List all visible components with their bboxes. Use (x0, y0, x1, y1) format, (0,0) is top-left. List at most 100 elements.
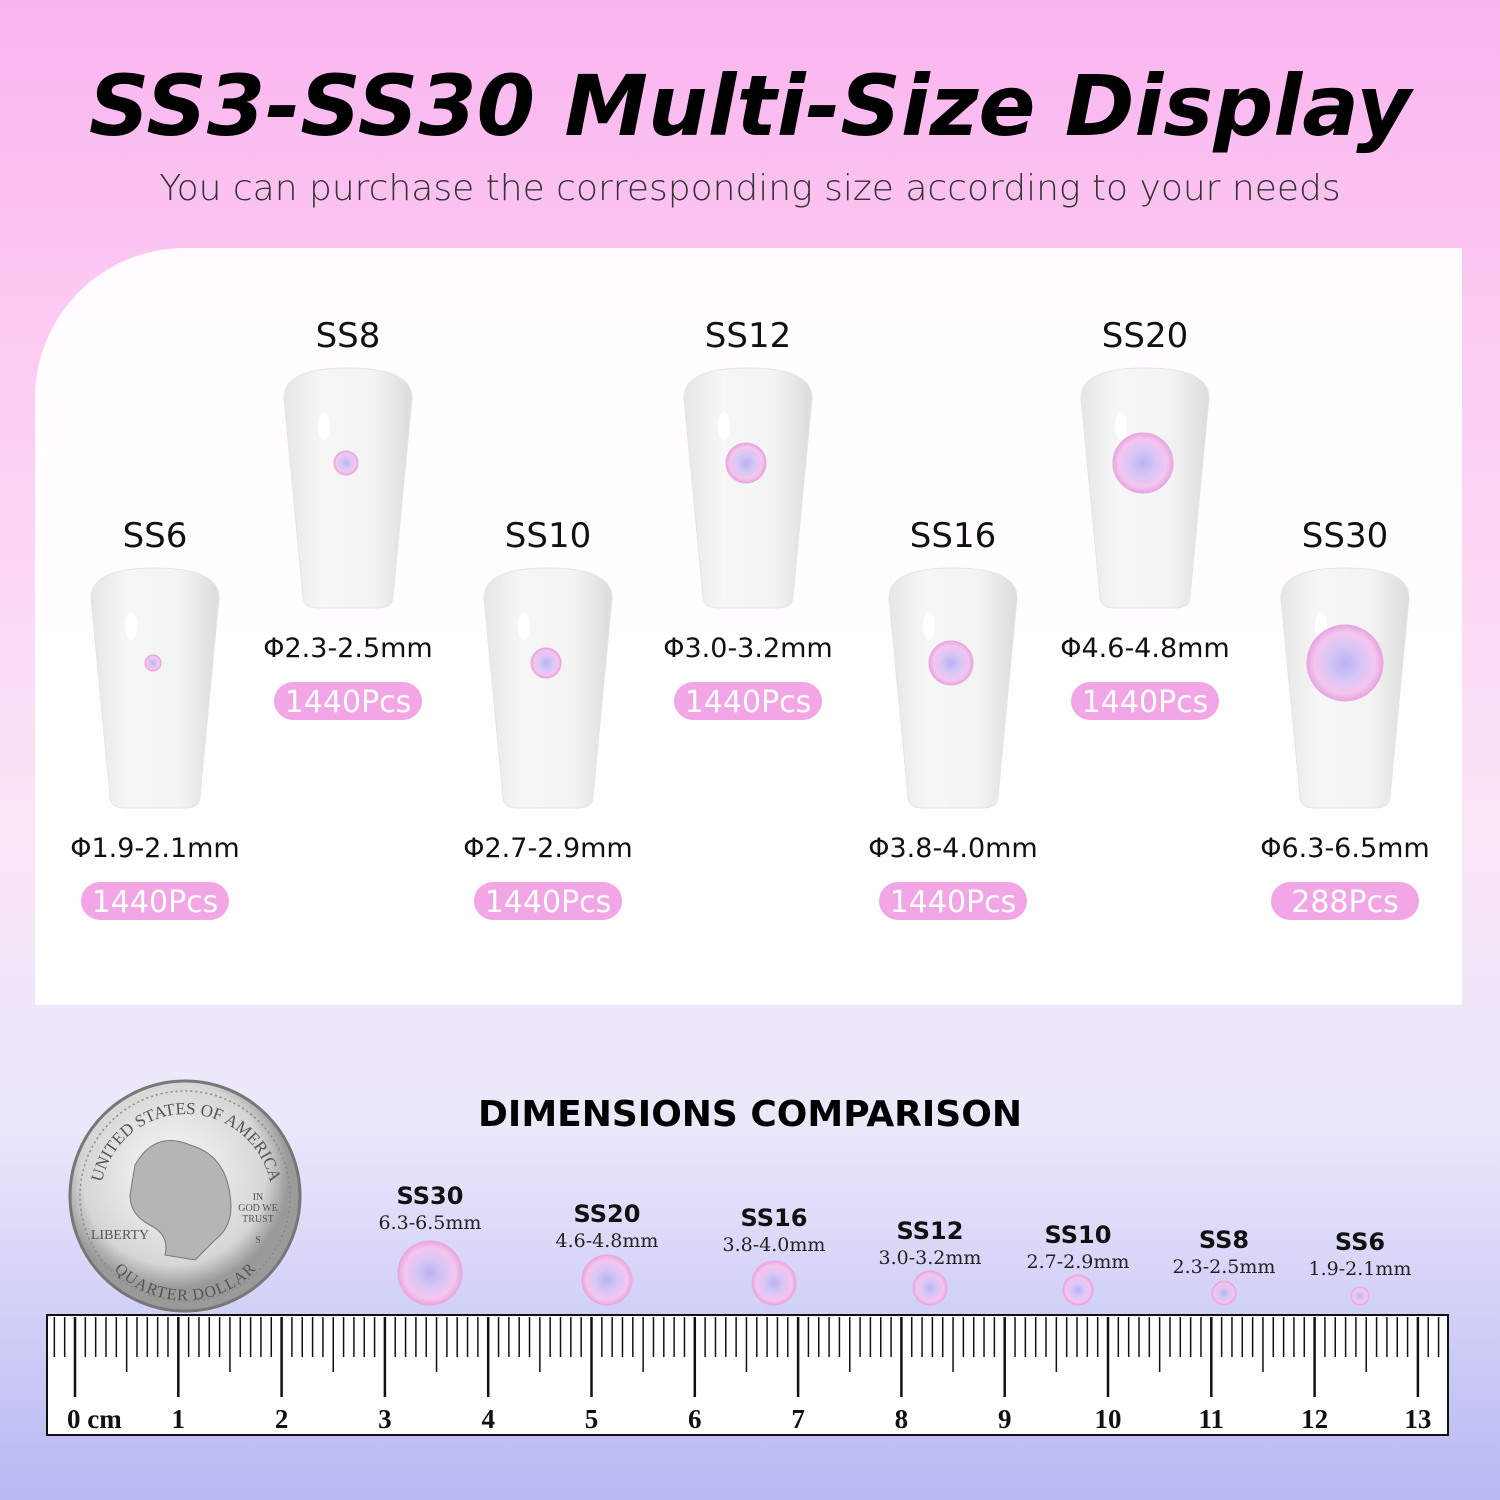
pcs-pill (1071, 682, 1219, 720)
compare-size: 2.7-2.9mm (1027, 1251, 1130, 1273)
nail-card: SS20 Φ4.6-4.8mm 1440Pcs (1060, 316, 1230, 720)
coin-motto: GOD WE (238, 1203, 278, 1214)
ruler-number: 3 (378, 1404, 392, 1434)
gem (333, 450, 359, 476)
ruler-number: 13 (1404, 1404, 1431, 1434)
compare-label: SS16 (741, 1204, 808, 1232)
size-label: SS8 (316, 316, 381, 356)
compare-label: SS6 (1335, 1228, 1385, 1256)
size-label: SS20 (1102, 316, 1188, 356)
ruler-number: 10 (1095, 1404, 1122, 1434)
size-label: SS30 (1302, 516, 1388, 556)
coin-portrait (129, 1140, 232, 1261)
nail (888, 567, 1018, 809)
coin-motto: TRUST (242, 1214, 274, 1225)
nail-shine (1115, 412, 1127, 440)
ruler-number: 0 cm (67, 1404, 122, 1434)
compare-size: 3.8-4.0mm (723, 1234, 826, 1256)
diameter: Φ2.3-2.5mm (263, 633, 432, 664)
ruler-number: 9 (998, 1404, 1012, 1434)
diameter: Φ3.0-3.2mm (663, 633, 832, 664)
gem (725, 442, 767, 484)
ruler-number: 4 (481, 1404, 495, 1434)
compare-label: SS20 (574, 1200, 641, 1228)
compare-label: SS10 (1045, 1221, 1112, 1249)
compare-size: 3.0-3.2mm (879, 1247, 982, 1269)
ruler-number: 6 (688, 1404, 702, 1434)
comparison-title: DIMENSIONS COMPARISON (478, 1094, 1022, 1135)
pcs: 1440Pcs (485, 885, 612, 920)
coin-liberty: LIBERTY (91, 1228, 149, 1243)
compare-gem (1211, 1280, 1237, 1306)
pcs: 1440Pcs (890, 885, 1017, 920)
pcs: 1440Pcs (92, 885, 219, 920)
ruler-number: 8 (895, 1404, 909, 1434)
diameter: Φ1.9-2.1mm (70, 833, 239, 864)
diameter: Φ6.3-6.5mm (1260, 833, 1429, 864)
coin: UNITED STATES OF AMERICA QUARTER DOLLAR … (68, 1079, 302, 1313)
pcs: 288Pcs (1291, 885, 1398, 920)
compare-gem (1062, 1274, 1094, 1306)
compare-label: SS8 (1199, 1226, 1249, 1254)
ruler-number: 5 (585, 1404, 599, 1434)
diameter: Φ4.6-4.8mm (1060, 633, 1229, 664)
subtitle: You can purchase the corresponding size … (159, 168, 1340, 209)
gem (530, 647, 562, 679)
pcs: 1440Pcs (1082, 685, 1209, 720)
pcs: 1440Pcs (285, 685, 412, 720)
ruler-number: 2 (275, 1404, 289, 1434)
nail-card: SS12 Φ3.0-3.2mm 1440Pcs (663, 316, 833, 720)
compare-size: 6.3-6.5mm (379, 1212, 482, 1234)
nail-shine (125, 612, 137, 640)
ruler-number: 11 (1199, 1404, 1225, 1434)
coin-mint: S (255, 1235, 261, 1246)
pcs-pill (1271, 882, 1419, 920)
pcs-pill (879, 882, 1027, 920)
compare-gem (1350, 1286, 1370, 1306)
compare-size: 4.6-4.8mm (556, 1230, 659, 1252)
ruler (46, 1314, 1449, 1436)
diameter: Φ2.7-2.9mm (463, 833, 632, 864)
ruler-number: 1 (172, 1404, 186, 1434)
ruler-number: 7 (791, 1404, 805, 1434)
coin-rim (79, 1090, 291, 1302)
nail (483, 567, 613, 809)
nail (283, 367, 413, 609)
gem (928, 640, 974, 686)
title: SS3-SS30 Multi-Size Display (89, 57, 1414, 155)
compare-label: SS12 (897, 1217, 964, 1245)
size-label: SS10 (505, 516, 591, 556)
pcs-pill (81, 882, 229, 920)
ruler-number: 12 (1301, 1404, 1328, 1434)
nail-card: SS16 Φ3.8-4.0mm 1440Pcs (868, 516, 1038, 920)
panel (35, 248, 1462, 1005)
nail (683, 367, 813, 609)
pcs-pill (474, 882, 622, 920)
nail (90, 567, 220, 809)
nail-card: SS8 Φ2.3-2.5mm 1440Pcs (263, 316, 433, 720)
nail-shine (518, 612, 530, 640)
nail-shine (923, 612, 935, 640)
coin-motto: IN (253, 1192, 264, 1203)
pcs: 1440Pcs (685, 685, 812, 720)
compare-size: 1.9-2.1mm (1309, 1258, 1412, 1280)
nail-card: SS6 Φ1.9-2.1mm 1440Pcs (70, 516, 240, 920)
nail-card: SS30 Φ6.3-6.5mm 288Pcs (1260, 516, 1430, 920)
nail-shine (318, 412, 330, 440)
nail-shine (718, 412, 730, 440)
pcs-pill (674, 682, 822, 720)
compare-gem (397, 1240, 463, 1306)
compare-size: 2.3-2.5mm (1173, 1256, 1276, 1278)
size-label: SS6 (123, 516, 188, 556)
size-label: SS12 (705, 316, 791, 356)
diameter: Φ3.8-4.0mm (868, 833, 1037, 864)
compare-label: SS30 (397, 1182, 464, 1210)
